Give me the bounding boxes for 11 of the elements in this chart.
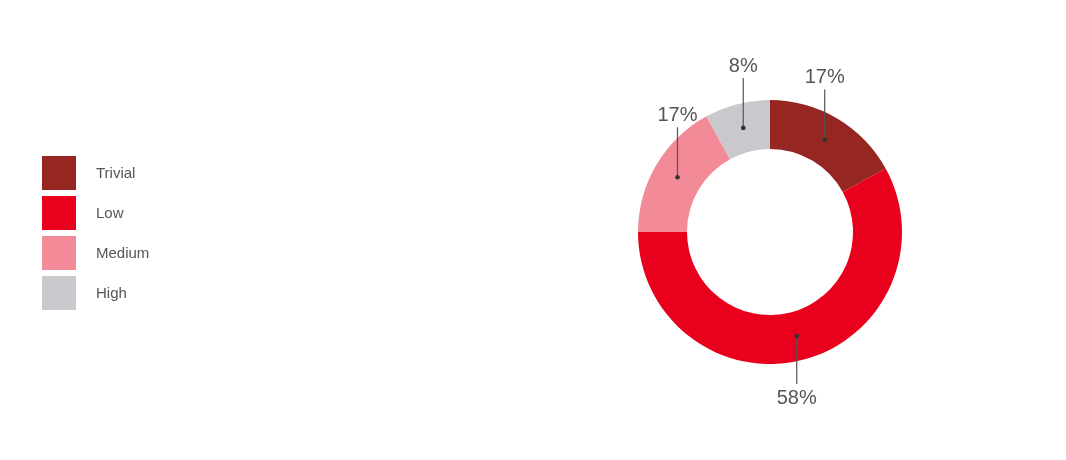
donut-slice: [770, 100, 886, 193]
donut-slice: [706, 100, 770, 160]
legend-label: Trivial: [96, 164, 136, 181]
data-label: 17%: [804, 65, 845, 88]
donut-slice: [638, 168, 902, 364]
legend-label: Low: [96, 204, 124, 221]
data-label: 8%: [728, 53, 758, 76]
data-label: 58%: [776, 386, 817, 409]
data-label: 17%: [657, 103, 698, 126]
legend-label: High: [96, 284, 127, 301]
legend-label: Medium: [96, 244, 150, 261]
